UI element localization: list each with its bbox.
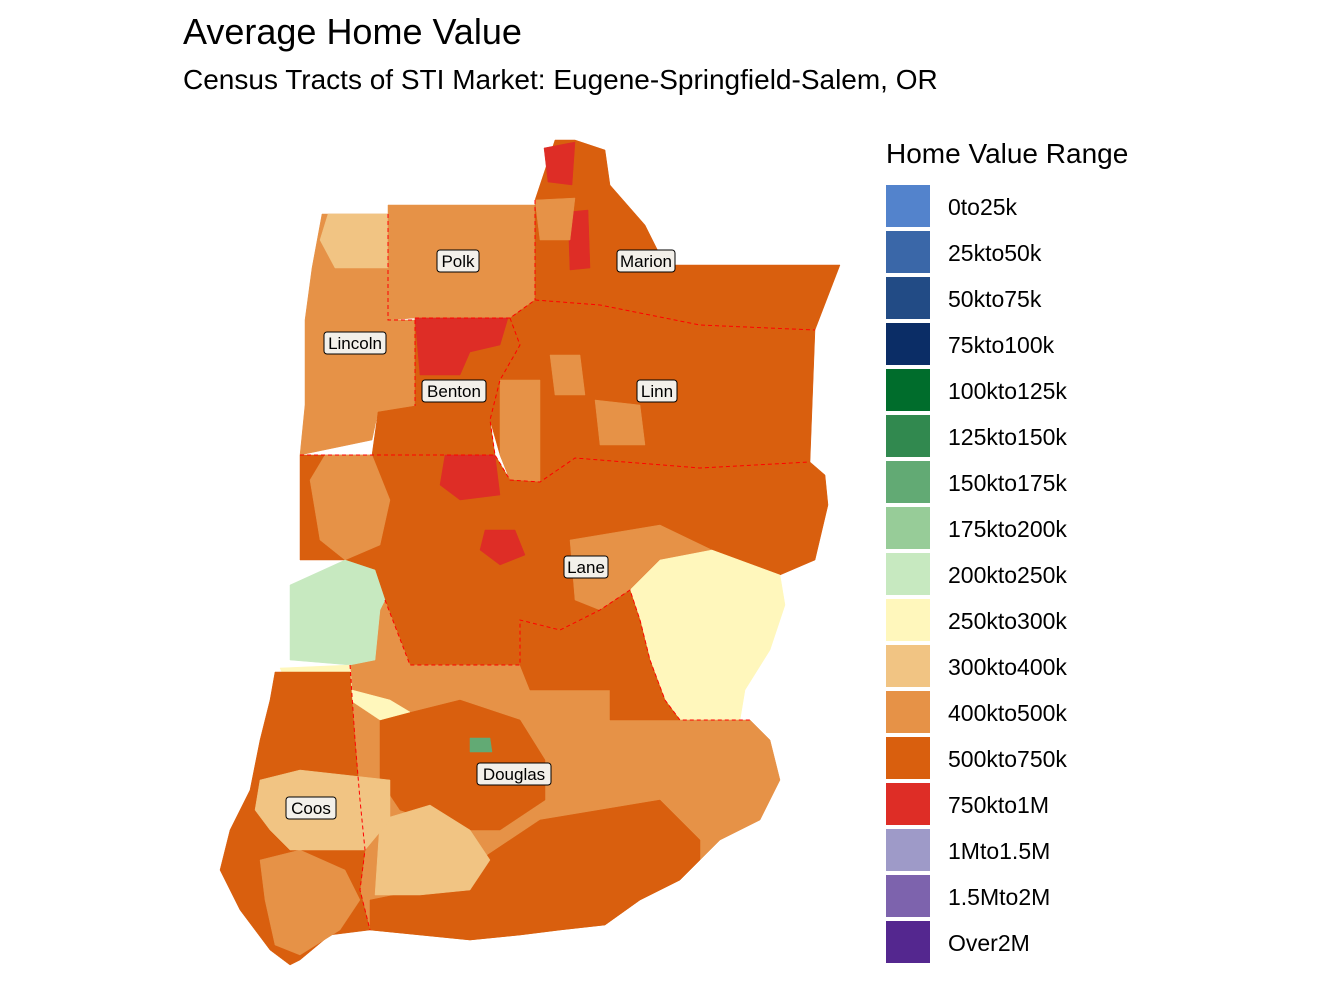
legend: Home Value Range 0to25k 25kto50k 50kto75k 7…: [886, 134, 1128, 966]
legend-label: 125kto150k: [948, 424, 1067, 450]
legend-item: Over2M: [886, 920, 1128, 966]
legend-label: 1Mto1.5M: [948, 838, 1051, 864]
map-region-linn-ltan2: [549, 354, 586, 396]
map-region-marion-salem: [567, 209, 591, 271]
legend-swatch: [886, 645, 930, 687]
svg-text:Coos: Coos: [291, 799, 331, 818]
legend-item: 0to25k: [886, 184, 1128, 230]
map-region-douglas-center: [379, 699, 546, 831]
legend-swatch: [886, 691, 930, 733]
legend-swatch: [886, 231, 930, 273]
legend-item: 75kto100k: [886, 322, 1128, 368]
legend-item: 750kto1M: [886, 782, 1128, 828]
legend-item: 25kto50k: [886, 230, 1128, 276]
map-region-reedsport: [289, 559, 386, 666]
legend-swatch: [886, 553, 930, 595]
map-region-lane-red2: [479, 529, 526, 566]
county-label-lane: Lane: [563, 555, 609, 579]
county-label-linn: Linn: [636, 379, 678, 403]
legend-label: 100kto125k: [948, 378, 1067, 404]
svg-text:Lincoln: Lincoln: [328, 334, 382, 353]
legend-item: 1Mto1.5M: [886, 828, 1128, 874]
legend-label: Over2M: [948, 930, 1030, 956]
county-label-coos: Coos: [285, 796, 337, 820]
svg-text:Linn: Linn: [641, 382, 673, 401]
legend-swatch: [886, 415, 930, 457]
chart-title: Average Home Value: [183, 11, 522, 52]
county-label-benton: Benton: [421, 379, 487, 403]
legend-label: 0to25k: [948, 194, 1018, 220]
legend-swatch: [886, 737, 930, 779]
map-region-linn-ltan: [499, 379, 541, 483]
legend-swatch: [886, 829, 930, 871]
legend-title: Home Value Range: [886, 138, 1129, 169]
legend-item: 500kto750k: [886, 736, 1128, 782]
legend-label: 750kto1M: [948, 792, 1050, 818]
legend-swatch: [886, 185, 930, 227]
legend-swatch: [886, 875, 930, 917]
legend-label: 150kto175k: [948, 470, 1067, 496]
county-label-lincoln: Lincoln: [323, 331, 387, 355]
legend-item: 50kto75k: [886, 276, 1128, 322]
legend-item: 400kto500k: [886, 690, 1128, 736]
svg-text:Douglas: Douglas: [483, 765, 545, 784]
legend-swatch: [886, 921, 930, 963]
svg-text:Lane: Lane: [567, 558, 605, 577]
svg-text:Benton: Benton: [427, 382, 481, 401]
legend-item: 100kto125k: [886, 368, 1128, 414]
legend-swatch: [886, 783, 930, 825]
legend-label: 1.5Mto2M: [948, 884, 1051, 910]
legend-swatch: [886, 323, 930, 365]
legend-label: 25kto50k: [948, 240, 1042, 266]
map-region-linn-ltan3: [594, 399, 646, 446]
legend-label: 250kto300k: [948, 608, 1067, 634]
legend-item: 300kto400k: [886, 644, 1128, 690]
map-region-lincoln-north: [319, 213, 389, 269]
map-region-douglas-south: [369, 799, 701, 941]
legend-swatch: [886, 369, 930, 411]
legend-item: 200kto250k: [886, 552, 1128, 598]
map-region-douglas-tan: [374, 804, 491, 896]
map-region-douglas-green: [469, 737, 493, 753]
county-label-marion: Marion: [616, 249, 676, 273]
county-label-polk: Polk: [436, 249, 480, 273]
map-region-lane-red: [439, 454, 501, 501]
legend-swatch: [886, 461, 930, 503]
legend-swatch: [886, 507, 930, 549]
legend-label: 300kto400k: [948, 654, 1067, 680]
chart-subtitle: Census Tracts of STI Market: Eugene-Spri…: [183, 64, 938, 95]
map-region-coos-tan: [259, 849, 361, 956]
legend-label: 75kto100k: [948, 332, 1055, 358]
legend-label: 175kto200k: [948, 516, 1067, 542]
legend-label: 500kto750k: [948, 746, 1067, 772]
legend-label: 200kto250k: [948, 562, 1067, 588]
legend-label: 50kto75k: [948, 286, 1042, 312]
county-label-douglas: Douglas: [476, 762, 552, 786]
legend-item: 150kto175k: [886, 460, 1128, 506]
legend-item: 250kto300k: [886, 598, 1128, 644]
legend-item: 125kto150k: [886, 414, 1128, 460]
map-region-marion-west: [534, 197, 576, 241]
legend-label: 400kto500k: [948, 700, 1067, 726]
svg-text:Marion: Marion: [620, 252, 672, 271]
map-region-marion-north: [543, 141, 576, 186]
legend-swatch: [886, 599, 930, 641]
map-region-lane-tan: [309, 454, 391, 561]
svg-text:Polk: Polk: [441, 252, 475, 271]
legend-item: 1.5Mto2M: [886, 874, 1128, 920]
legend-swatch: [886, 277, 930, 319]
legend-item: 175kto200k: [886, 506, 1128, 552]
